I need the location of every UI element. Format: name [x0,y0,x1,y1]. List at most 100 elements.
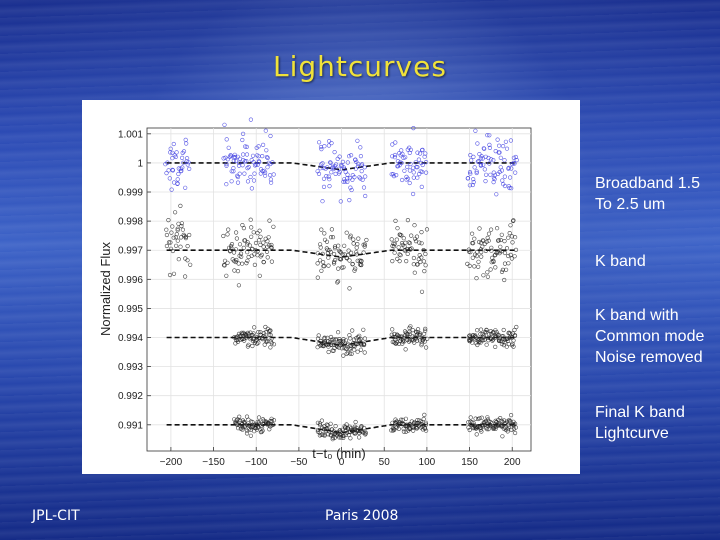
data-point [245,242,250,247]
x-axis-label: t−t₀ (min) [312,446,365,461]
data-point [322,339,328,344]
footer-center: Paris 2008 [325,508,399,524]
data-point [479,250,484,255]
data-point [261,418,266,423]
data-point [496,332,501,337]
data-point [327,177,332,182]
data-point [491,179,496,185]
data-point [488,423,494,428]
data-point [265,239,270,244]
data-point [475,141,480,146]
data-point [251,178,257,183]
data-point [165,160,170,165]
data-point [269,245,274,250]
data-point [405,164,410,169]
data-point [411,255,417,261]
data-point [420,147,425,153]
data-point [340,427,345,432]
data-point [474,169,479,174]
data-point [183,185,188,190]
data-point [352,268,357,273]
data-point [512,333,518,338]
data-point [392,241,398,246]
data-point [235,173,240,178]
data-point [269,242,274,248]
data-point [227,249,233,254]
data-point [171,271,177,276]
data-point [478,327,484,332]
data-point [358,176,363,181]
data-point [350,328,355,333]
data-point [257,228,262,233]
x-tick-label: 100 [419,457,436,468]
data-point [467,427,472,433]
data-point [355,428,360,433]
data-point [166,168,171,173]
data-point [484,330,489,335]
data-point [352,174,357,180]
data-point [504,146,510,151]
data-point [500,178,505,183]
data-point [317,140,322,145]
data-point [250,153,256,158]
data-point [477,226,482,231]
x-tick-label: −200 [160,457,183,468]
data-point [398,253,403,258]
data-point [175,181,180,186]
data-point [469,158,474,163]
data-point [179,223,184,229]
data-point [267,218,272,223]
data-point [237,242,243,247]
data-point [335,280,340,285]
data-point [228,153,234,158]
data-point [491,158,496,163]
data-point [423,422,429,427]
data-point [482,146,487,151]
data-point [261,260,266,265]
data-point [423,151,428,156]
data-point [509,166,514,171]
data-point [513,247,519,252]
data-point [175,177,180,182]
y-tick-label: 0.997 [118,246,143,257]
data-point [172,210,178,215]
data-point [185,244,190,249]
data-point [481,333,486,338]
data-point [250,343,255,349]
series-1 [164,203,519,294]
data-point [336,266,341,271]
data-point [497,150,502,155]
y-tick-label: 1.001 [118,129,143,140]
data-point [341,265,346,270]
y-tick-label: 0.993 [118,362,143,373]
data-point [405,176,411,181]
data-point [474,254,479,259]
data-point [506,235,511,240]
data-point [397,341,402,346]
data-point [476,340,482,345]
data-point [411,170,416,175]
data-point [320,161,325,166]
data-point [265,155,270,161]
data-point [359,343,364,348]
data-point [234,158,239,164]
data-point [322,336,327,341]
data-point [336,330,341,335]
data-point [399,417,404,422]
data-point [409,246,414,251]
data-point [249,225,254,230]
data-point [413,160,418,165]
data-point [506,253,511,259]
data-point [390,142,395,147]
data-point [498,155,503,160]
data-point [355,349,360,354]
data-point [361,185,367,190]
data-point [315,275,320,280]
data-point [419,343,424,348]
data-point [415,150,420,155]
data-point [477,239,482,245]
data-point [468,152,473,158]
data-point [338,433,343,438]
data-point [247,243,252,248]
data-point [423,251,428,257]
